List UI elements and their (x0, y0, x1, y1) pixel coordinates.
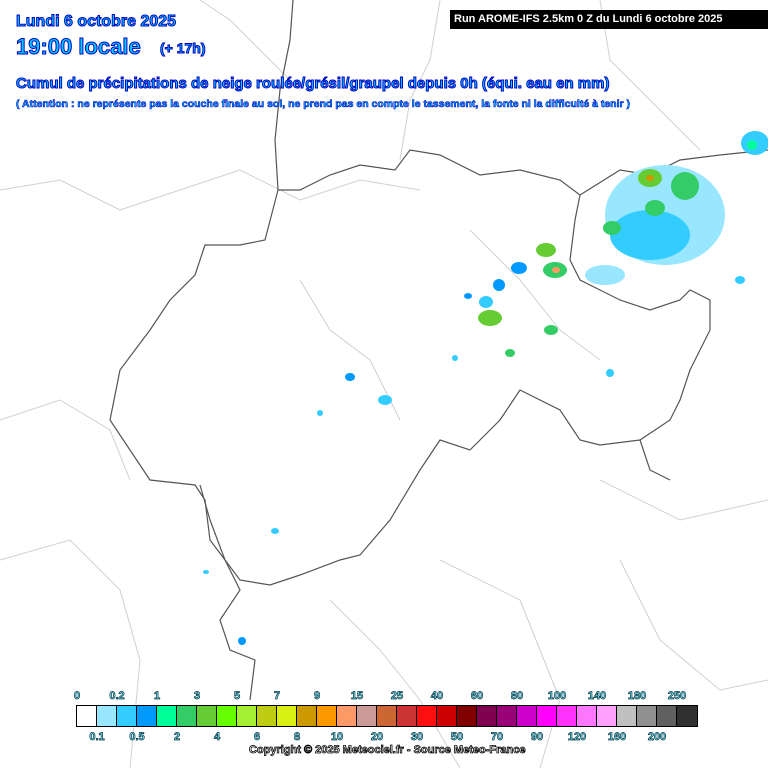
model-run-label: Run AROME-IFS 2.5km 0 Z du Lundi 6 octob… (450, 10, 768, 29)
legend-label: 0.5 (129, 731, 145, 744)
forecast-time: 19:00 locale (16, 34, 142, 60)
legend-label: 0 (73, 690, 81, 703)
legend-swatch (597, 706, 617, 726)
legend-swatch (437, 706, 457, 726)
legend-label: 160 (607, 731, 627, 744)
legend-swatch (517, 706, 537, 726)
legend-label: 80 (510, 690, 524, 703)
map-note: ( Attention : ne représente pas la couch… (16, 98, 631, 111)
legend-label: 15 (350, 690, 364, 703)
legend-label: 100 (547, 690, 567, 703)
legend-label: 180 (627, 690, 647, 703)
legend-swatch (617, 706, 637, 726)
legend-label: 30 (410, 731, 424, 744)
legend-swatch (217, 706, 237, 726)
legend-swatch (337, 706, 357, 726)
color-legend (76, 705, 698, 727)
legend-swatch (257, 706, 277, 726)
legend-label: 0.2 (109, 690, 125, 703)
legend-swatch (417, 706, 437, 726)
legend-swatch (297, 706, 317, 726)
legend-label: 0.1 (89, 731, 105, 744)
legend-label: 1 (153, 690, 161, 703)
legend-swatch (477, 706, 497, 726)
legend-swatch (177, 706, 197, 726)
legend-swatch (577, 706, 597, 726)
legend-swatch (237, 706, 257, 726)
country-borders (109, 0, 768, 701)
legend-label: 60 (470, 690, 484, 703)
legend-label: 2 (173, 731, 181, 744)
legend-swatch (317, 706, 337, 726)
legend-swatch (457, 706, 477, 726)
legend-swatch (497, 706, 517, 726)
legend-label: 90 (530, 731, 544, 744)
legend-label: 140 (587, 690, 607, 703)
map-title: Cumul de précipitations de neige roulée/… (15, 75, 610, 93)
legend-label: 9 (313, 690, 321, 703)
legend-label: 40 (430, 690, 444, 703)
copyright: Copyright © 2025 Meteociel.fr - Source M… (249, 744, 526, 757)
legend-swatch (77, 706, 97, 726)
legend-label: 200 (647, 731, 667, 744)
legend-swatch (277, 706, 297, 726)
legend-swatch (397, 706, 417, 726)
legend-label: 10 (330, 731, 344, 744)
legend-swatch (677, 706, 697, 726)
legend-label: 6 (253, 731, 261, 744)
legend-swatch (657, 706, 677, 726)
legend-label: 4 (213, 731, 221, 744)
legend-swatch (117, 706, 137, 726)
legend-swatch (637, 706, 657, 726)
legend-label: 7 (273, 690, 281, 703)
legend-label: 8 (293, 731, 301, 744)
legend-label: 25 (390, 690, 404, 703)
precipitation-areas (203, 131, 768, 645)
legend-swatch (557, 706, 577, 726)
legend-swatch (197, 706, 217, 726)
legend-label: 50 (450, 731, 464, 744)
legend-label: 5 (233, 690, 241, 703)
legend-label: 250 (667, 690, 687, 703)
legend-swatch (97, 706, 117, 726)
legend-swatch (537, 706, 557, 726)
legend-swatch (137, 706, 157, 726)
forecast-lead-time: (+ 17h) (160, 40, 207, 57)
legend-label: 120 (567, 731, 587, 744)
legend-swatch (357, 706, 377, 726)
legend-swatch (377, 706, 397, 726)
legend-label: 70 (490, 731, 504, 744)
forecast-date: Lundi 6 octobre 2025 (15, 13, 177, 31)
legend-swatch (157, 706, 177, 726)
legend-label: 3 (193, 690, 201, 703)
legend-label: 20 (370, 731, 384, 744)
